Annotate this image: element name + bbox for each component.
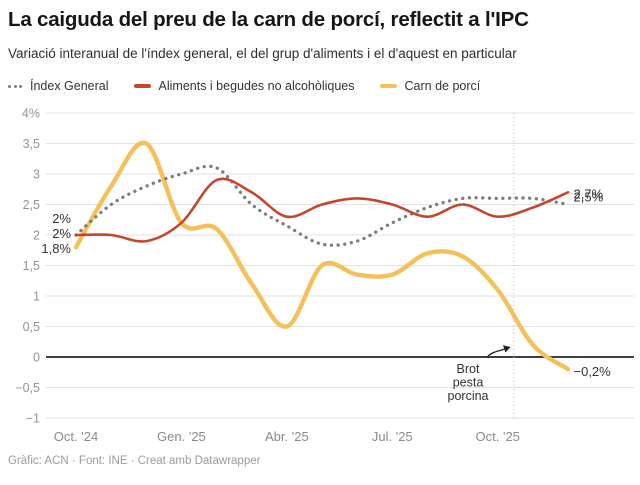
x-tick-label: Gen. '25 [157, 429, 206, 444]
y-tick-label: 0 [33, 351, 40, 365]
event-annotation-text: Brot [457, 362, 480, 376]
y-tick-label: 2,5 [23, 198, 40, 212]
page-title: La caiguda del preu de la carn de porcí,… [8, 8, 529, 31]
series-end-label: 2,5% [574, 190, 604, 205]
y-tick-label: 3 [33, 168, 40, 182]
series-line-1 [74, 177, 570, 243]
chart-legend: Índex General Aliments i begudes no alco… [8, 79, 480, 93]
series-start-label: 2% [52, 226, 71, 241]
legend-label: Índex General [30, 79, 109, 93]
y-tick-label: −1 [26, 412, 40, 426]
annotation-arrowhead [503, 345, 511, 353]
legend-label: Carn de porcí [404, 79, 481, 93]
series-start-label: 1,8% [41, 241, 71, 256]
legend-label: Aliments i begudes no alcohòliques [158, 79, 355, 93]
event-annotation-text: pesta [453, 376, 484, 390]
chart-credit: Gràfic: ACN · Font: INE · Creat amb Data… [8, 455, 261, 467]
y-tick-label: −0,5 [15, 381, 40, 395]
y-tick-label: 2 [33, 229, 40, 243]
legend-item-aliments: Aliments i begudes no alcohòliques [133, 79, 355, 93]
series-end-label: 2,7% [574, 186, 604, 201]
y-tick-label: 4% [22, 107, 40, 121]
y-tick-label: 1 [33, 290, 40, 304]
series-end-label: −0,2% [574, 364, 612, 379]
legend-item-carn-porci: Carn de porcí [379, 79, 481, 93]
x-tick-label: Oct. '24 [54, 429, 98, 444]
y-tick-label: 0,5 [23, 320, 40, 334]
series-line-2 [73, 140, 571, 372]
legend-item-index-general: Índex General [8, 79, 109, 93]
x-tick-label: Jul. '25 [372, 429, 413, 444]
event-annotation-text: porcina [448, 389, 489, 403]
x-tick-label: Oct. '25 [476, 429, 520, 444]
y-tick-label: 3,5 [23, 137, 40, 151]
series-start-label: 2% [52, 211, 71, 226]
red-line-icon [133, 84, 151, 88]
x-tick-label: Abr. '25 [265, 429, 309, 444]
chart-subtitle: Variació interanual de l'índex general, … [8, 46, 517, 61]
yellow-line-icon [379, 84, 397, 88]
y-tick-label: 1,5 [23, 259, 40, 273]
dotted-line-icon [8, 84, 22, 88]
